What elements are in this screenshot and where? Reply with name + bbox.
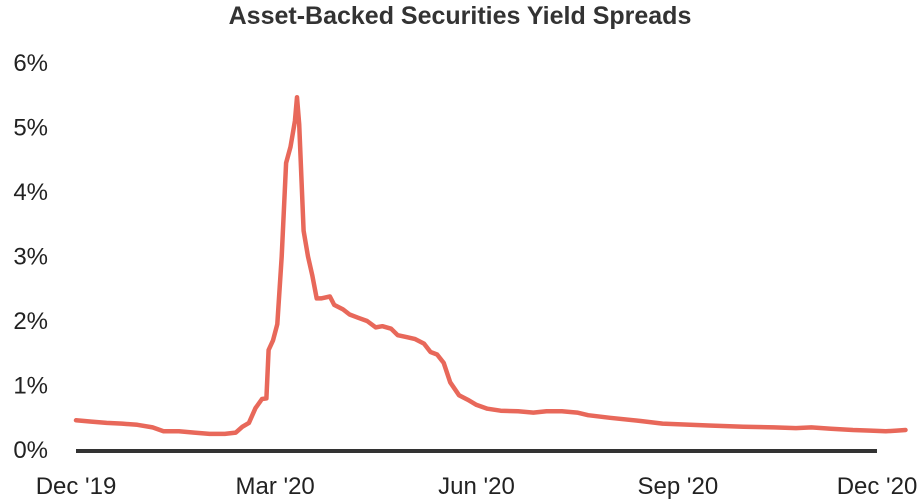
- y-axis: 0% 1% 2% 3% 4% 5% 6%: [13, 50, 48, 464]
- x-tick-label: Dec '19: [36, 473, 117, 500]
- y-tick-label: 6%: [13, 50, 48, 77]
- x-axis: Dec '19 Mar '20 Jun '20 Sep '20 Dec '20: [36, 473, 918, 500]
- x-tick-label: Sep '20: [638, 473, 719, 500]
- chart-title: Asset-Backed Securities Yield Spreads: [228, 2, 692, 30]
- y-tick-label: 0%: [13, 437, 48, 464]
- x-tick-label: Dec '20: [837, 473, 918, 500]
- y-tick-label: 3%: [13, 244, 48, 271]
- x-tick-label: Jun '20: [438, 473, 515, 500]
- x-tick-label: Mar '20: [236, 473, 315, 500]
- y-tick-label: 2%: [13, 308, 48, 335]
- y-tick-label: 5%: [13, 115, 48, 142]
- y-tick-label: 1%: [13, 373, 48, 400]
- y-tick-label: 4%: [13, 179, 48, 206]
- series-line: [73, 94, 908, 437]
